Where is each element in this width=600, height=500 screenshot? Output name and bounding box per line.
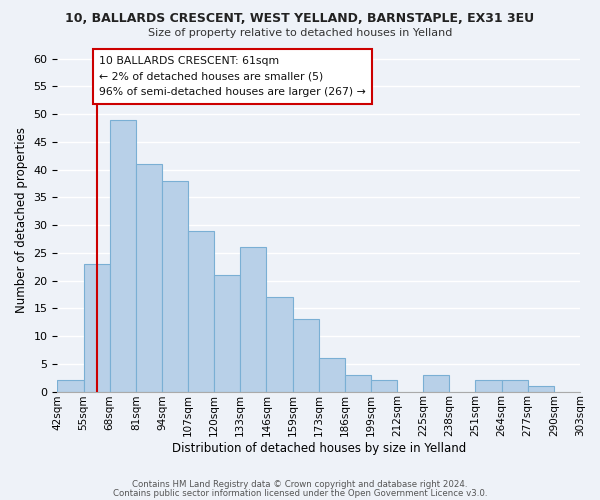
Text: Contains public sector information licensed under the Open Government Licence v3: Contains public sector information licen… [113, 489, 487, 498]
Bar [162, 180, 188, 392]
Text: 10, BALLARDS CRESCENT, WEST YELLAND, BARNSTAPLE, EX31 3EU: 10, BALLARDS CRESCENT, WEST YELLAND, BAR… [65, 12, 535, 26]
Text: Contains HM Land Registry data © Crown copyright and database right 2024.: Contains HM Land Registry data © Crown c… [132, 480, 468, 489]
Y-axis label: Number of detached properties: Number of detached properties [15, 126, 28, 312]
Bar [241, 248, 266, 392]
Bar [319, 358, 345, 392]
Bar [423, 375, 449, 392]
Bar [502, 380, 528, 392]
Bar [110, 120, 136, 392]
Bar [293, 320, 319, 392]
Bar [371, 380, 397, 392]
X-axis label: Distribution of detached houses by size in Yelland: Distribution of detached houses by size … [172, 442, 466, 455]
Bar [188, 230, 214, 392]
Bar [214, 275, 241, 392]
Bar [266, 297, 293, 392]
Text: 10 BALLARDS CRESCENT: 61sqm
← 2% of detached houses are smaller (5)
96% of semi-: 10 BALLARDS CRESCENT: 61sqm ← 2% of deta… [99, 56, 366, 97]
Bar [83, 264, 110, 392]
Bar [58, 380, 83, 392]
Bar [528, 386, 554, 392]
Bar [345, 375, 371, 392]
Text: Size of property relative to detached houses in Yelland: Size of property relative to detached ho… [148, 28, 452, 38]
Bar [136, 164, 162, 392]
Bar [475, 380, 502, 392]
